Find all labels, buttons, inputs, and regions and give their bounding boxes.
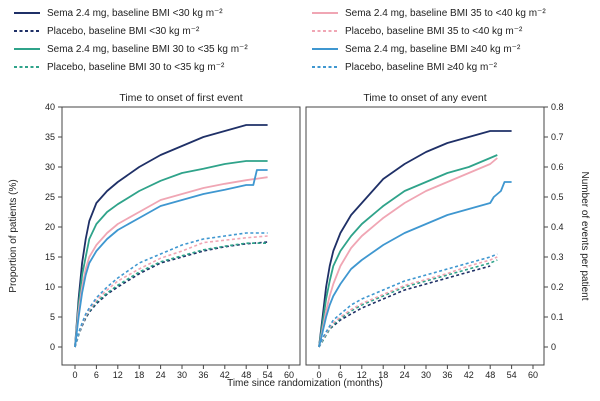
legend-label: Placebo, baseline BMI 30 to <35 kg m⁻² [47,62,225,73]
y-tick-label: 0 [50,342,55,352]
x-tick-label: 6 [94,370,99,380]
x-tick-label: 12 [113,370,123,380]
legend: Sema 2.4 mg, baseline BMI <30 kg m⁻² Plac… [14,8,546,73]
series-line-placebo-baseline-bmi-30-to-35-kg-m [318,259,498,348]
panel-first-event: Time to onset of first event 0 6 12 18 24 30 36… [8,92,301,380]
y-tick-label: 5 [50,312,55,322]
series-line-sema-2-4-mg-baseline-bmi-30-kg-m [318,130,512,348]
panel-any-event: Time to onset of any event 0 6 12 18 24 30 36 42… [305,92,590,380]
y-tick-label: 0.7 [551,132,564,142]
series-line-sema-2-4-mg-baseline-bmi-35-to-40-kg-m [318,157,498,348]
x-tick-label: 36 [198,370,208,380]
series-line-placebo-baseline-bmi-35-to-40-kg-m [74,235,268,348]
x-tick-label: 54 [507,370,517,380]
legend-item-2: Placebo, baseline BMI <30 kg m⁻² [14,26,200,37]
x-tick-label: 42 [464,370,474,380]
legend-label: Sema 2.4 mg, baseline BMI 35 to <40 kg m… [345,8,546,19]
x-tick-label: 30 [421,370,431,380]
series-line-sema-2-4-mg-baseline-bmi-30-to-35-kg-m [74,160,268,348]
legend-label: Sema 2.4 mg, baseline BMI ≥40 kg m⁻² [345,44,521,55]
y-axis-title: Proportion of patients (%) [8,179,19,292]
legend-item-6: Placebo, baseline BMI 35 to <40 kg m⁻² [312,26,523,37]
series-line-placebo-baseline-bmi-40-kg-m [74,232,268,348]
plot-frame [61,106,301,366]
series-line-sema-2-4-mg-baseline-bmi-40-kg-m [74,169,268,348]
y-tick-label: 0.1 [551,312,564,322]
x-tick-label: 36 [442,370,452,380]
x-tick-label: 0 [316,370,321,380]
y-tick-label: 0.8 [551,102,564,112]
x-tick-label: 6 [338,370,343,380]
panel-title: Time to onset of first event [119,92,242,104]
y-tick-label: 10 [45,282,55,292]
x-tick-label: 24 [400,370,410,380]
y-tick-label: 0.2 [551,282,564,292]
y-tick-label: 0.3 [551,252,564,262]
x-tick-label: 54 [263,370,273,380]
legend-label: Placebo, baseline BMI 35 to <40 kg m⁻² [345,26,523,37]
series-line-sema-2-4-mg-baseline-bmi-30-kg-m [74,124,268,348]
y-axis-title: Number of events per patient [579,172,590,301]
series-line-placebo-baseline-bmi-30-kg-m [74,241,268,348]
y-tick-label: 40 [45,102,55,112]
y-tick-label: 0 [551,342,556,352]
y-tick-label: 30 [45,162,55,172]
x-tick-label: 48 [241,370,251,380]
y-tick-label: 0.4 [551,222,564,232]
legend-label: Sema 2.4 mg, baseline BMI <30 kg m⁻² [47,8,223,19]
x-tick-label: 60 [528,370,538,380]
y-tick-label: 25 [45,192,55,202]
x-tick-label: 48 [485,370,495,380]
x-tick-label: 18 [378,370,388,380]
series-line-placebo-baseline-bmi-30-to-35-kg-m [74,242,268,348]
panel-title: Time to onset of any event [363,92,486,104]
legend-item-7: Sema 2.4 mg, baseline BMI ≥40 kg m⁻² [312,44,521,55]
legend-label: Placebo, baseline BMI <30 kg m⁻² [47,26,200,37]
series-line-sema-2-4-mg-baseline-bmi-35-to-40-kg-m [74,176,268,348]
legend-label: Sema 2.4 mg, baseline BMI 30 to <35 kg m… [47,44,248,55]
y-tick-label: 15 [45,252,55,262]
x-tick-label: 42 [220,370,230,380]
legend-item-4: Placebo, baseline BMI 30 to <35 kg m⁻² [14,62,225,73]
x-axis-title: Time since randomization (months) [227,378,383,389]
x-tick-label: 24 [156,370,166,380]
x-tick-label: 12 [357,370,367,380]
series-line-sema-2-4-mg-baseline-bmi-30-to-35-kg-m [318,154,498,348]
series-line-placebo-baseline-bmi-40-kg-m [318,253,498,348]
legend-item-3: Sema 2.4 mg, baseline BMI 30 to <35 kg m… [14,44,248,55]
legend-item-5: Sema 2.4 mg, baseline BMI 35 to <40 kg m… [312,8,546,19]
x-tick-label: 30 [177,370,187,380]
series-line-sema-2-4-mg-baseline-bmi-40-kg-m [318,181,512,348]
x-tick-label: 18 [134,370,144,380]
x-tick-label: 0 [72,370,77,380]
legend-item-1: Sema 2.4 mg, baseline BMI <30 kg m⁻² [14,8,223,19]
x-tick-label: 60 [284,370,294,380]
y-tick-label: 0.5 [551,192,564,202]
y-tick-label: 0.6 [551,162,564,172]
y-tick-label: 35 [45,132,55,142]
y-tick-label: 20 [45,222,55,232]
series-line-placebo-baseline-bmi-35-to-40-kg-m [318,256,498,348]
plot-frame [305,106,545,366]
legend-label: Placebo, baseline BMI ≥40 kg m⁻² [345,62,498,73]
legend-item-8: Placebo, baseline BMI ≥40 kg m⁻² [312,62,498,73]
